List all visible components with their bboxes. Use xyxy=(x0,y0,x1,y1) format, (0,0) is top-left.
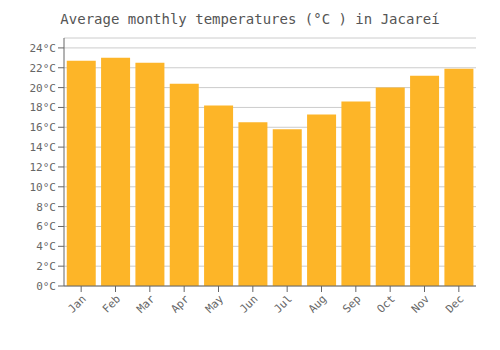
svg-text:0°C: 0°C xyxy=(36,280,56,293)
svg-text:Jun: Jun xyxy=(237,292,260,315)
svg-text:Mar: Mar xyxy=(134,292,158,316)
svg-text:22°C: 22°C xyxy=(30,62,57,75)
svg-text:Jul: Jul xyxy=(272,292,295,315)
svg-text:12°C: 12°C xyxy=(30,161,57,174)
svg-text:2°C: 2°C xyxy=(36,260,56,273)
svg-text:4°C: 4°C xyxy=(36,240,56,253)
svg-text:6°C: 6°C xyxy=(36,220,56,233)
svg-text:20°C: 20°C xyxy=(30,82,57,95)
svg-text:Oct: Oct xyxy=(375,292,398,315)
svg-text:10°C: 10°C xyxy=(30,181,57,194)
svg-text:24°C: 24°C xyxy=(30,42,57,55)
svg-text:16°C: 16°C xyxy=(30,121,57,134)
svg-text:14°C: 14°C xyxy=(30,141,57,154)
svg-text:Nov: Nov xyxy=(409,292,433,316)
svg-text:May: May xyxy=(203,292,227,316)
svg-text:Dec: Dec xyxy=(443,292,466,315)
svg-text:8°C: 8°C xyxy=(36,201,56,214)
html-text:Average monthly temperatures (: Average monthly temperatures (°C ) in Ja… xyxy=(60,11,440,27)
svg-text:Apr: Apr xyxy=(169,292,193,316)
svg-text:18°C: 18°C xyxy=(30,101,57,114)
svg-text:Sep: Sep xyxy=(340,292,363,315)
svg-text:Feb: Feb xyxy=(100,292,123,315)
svg-text:Aug: Aug xyxy=(306,292,329,315)
svg-text:Jan: Jan xyxy=(66,292,89,315)
